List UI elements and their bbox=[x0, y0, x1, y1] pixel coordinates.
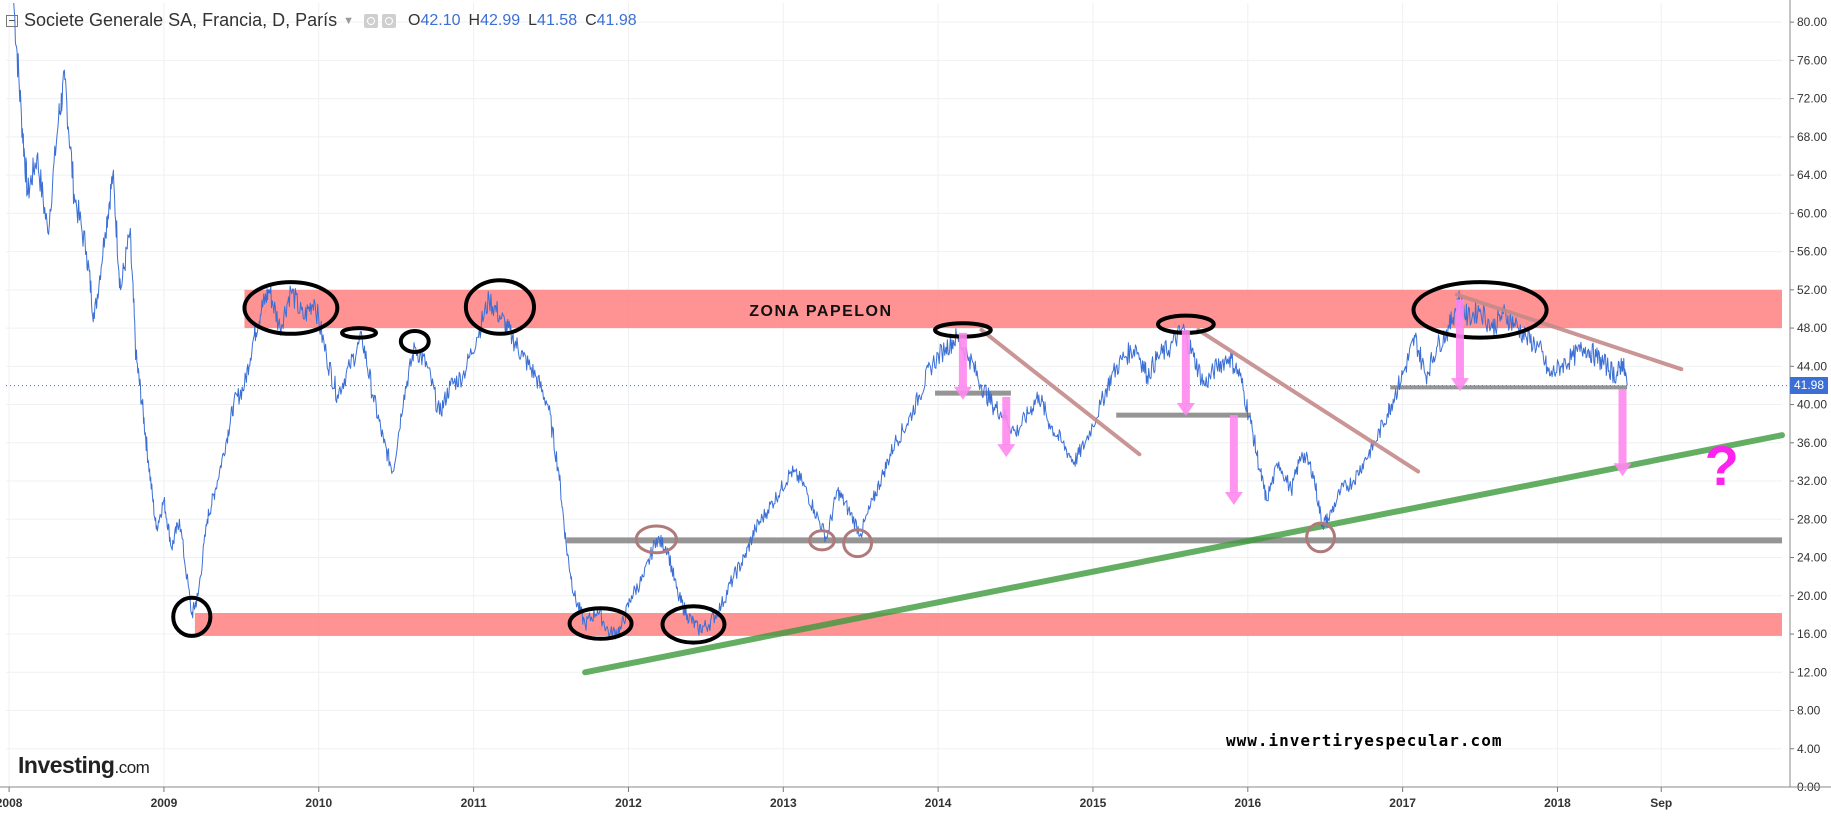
open-value: 42.10 bbox=[420, 11, 461, 29]
price-series bbox=[6, 2, 1790, 640]
black-circle-marker bbox=[1411, 280, 1549, 340]
x-tick-label: Sep bbox=[1650, 796, 1672, 810]
down-arrow-shaft bbox=[1229, 415, 1238, 493]
y-tick-label: 80.00 bbox=[1797, 15, 1827, 29]
brown-circle-marker bbox=[808, 529, 836, 552]
y-tick-label: 44.00 bbox=[1797, 359, 1827, 373]
zone-bands bbox=[194, 289, 1783, 636]
settings-icon[interactable] bbox=[382, 13, 397, 28]
x-tick-label: 2009 bbox=[151, 796, 178, 810]
chart-grid bbox=[6, 3, 1782, 788]
black-circle-marker bbox=[171, 595, 213, 638]
brown-circle-marker bbox=[1305, 521, 1337, 554]
x-tick-label: 2012 bbox=[615, 796, 642, 810]
down-arrow-head bbox=[1224, 491, 1243, 505]
marked-circles bbox=[171, 278, 1549, 645]
green-trend-lines bbox=[582, 432, 1785, 676]
x-tick-label: 2008 bbox=[0, 796, 23, 810]
price-line bbox=[13, 2, 1628, 640]
y-tick-label: 40.00 bbox=[1797, 398, 1827, 412]
y-tick-label: 52.00 bbox=[1797, 283, 1827, 297]
y-tick-label: 76.00 bbox=[1797, 53, 1827, 67]
down-arrow-shaft bbox=[1455, 299, 1464, 380]
chart-legend: Societe Generale SA, Francia, D, París ▼… bbox=[6, 10, 637, 31]
down-arrow-shaft bbox=[1181, 329, 1190, 405]
brown-trend-lines bbox=[979, 292, 1684, 474]
low-label: L bbox=[528, 11, 538, 29]
low-value: 41.58 bbox=[537, 11, 578, 29]
y-tick-label: 72.00 bbox=[1797, 92, 1827, 106]
down-arrow-head bbox=[1176, 403, 1195, 417]
close-label: C bbox=[585, 11, 597, 29]
y-tick-label: 36.00 bbox=[1797, 436, 1827, 450]
down-arrow-head bbox=[997, 444, 1016, 458]
pink-arrows bbox=[953, 299, 1632, 505]
y-tick-label: 32.00 bbox=[1797, 474, 1827, 488]
black-circle-marker bbox=[463, 278, 537, 336]
x-tick-label: 2018 bbox=[1544, 796, 1571, 810]
logo-suffix: .com bbox=[114, 758, 150, 777]
down-arrow-shaft bbox=[958, 332, 967, 388]
investing-logo[interactable]: Investing.com bbox=[18, 752, 150, 779]
high-value: 42.99 bbox=[480, 11, 521, 29]
y-tick-label: 8.00 bbox=[1797, 704, 1821, 718]
x-tick-label: 2011 bbox=[461, 796, 487, 810]
chart-title: Societe Generale SA, Francia, D, París bbox=[24, 10, 338, 30]
y-tick-label: 48.00 bbox=[1797, 321, 1827, 335]
y-tick-label: 20.00 bbox=[1797, 589, 1827, 603]
x-tick-label: 2016 bbox=[1234, 796, 1261, 810]
x-tick-label: 2017 bbox=[1389, 796, 1416, 810]
downtrend-line bbox=[979, 327, 1142, 457]
logo-brand: Investing bbox=[18, 752, 115, 778]
brown-circle-marker bbox=[842, 528, 874, 559]
y-tick-label: 60.00 bbox=[1797, 206, 1827, 220]
x-tick-label: 2015 bbox=[1080, 796, 1107, 810]
open-label: O bbox=[408, 11, 421, 29]
y-tick-label: 64.00 bbox=[1797, 168, 1827, 182]
close-value: 41.98 bbox=[596, 11, 637, 29]
down-arrow-head bbox=[953, 386, 972, 400]
y-tick-label: 16.00 bbox=[1797, 627, 1827, 641]
last-price-badge: 41.98 bbox=[1790, 376, 1828, 394]
watermark-url: www.invertiryespecular.com bbox=[1226, 731, 1503, 750]
uptrend-line bbox=[582, 432, 1785, 676]
black-circle-marker bbox=[340, 326, 379, 340]
y-tick-label: 28.00 bbox=[1797, 512, 1827, 526]
brown-circle-marker bbox=[634, 524, 678, 555]
x-tick-label: 2014 bbox=[925, 796, 952, 810]
y-tick-label: 4.00 bbox=[1797, 742, 1821, 756]
black-circle-marker bbox=[660, 604, 727, 645]
down-arrow-shaft bbox=[1002, 396, 1011, 446]
high-label: H bbox=[468, 11, 481, 29]
x-tick-label: 2013 bbox=[770, 796, 797, 810]
resistance-zone-band bbox=[244, 289, 1782, 329]
x-tick-label: 2010 bbox=[305, 796, 332, 810]
black-circle-marker bbox=[567, 606, 634, 641]
black-circle-marker bbox=[398, 328, 431, 354]
resistance-zone-band bbox=[194, 612, 1783, 636]
y-tick-label: 56.00 bbox=[1797, 245, 1827, 259]
support-lines bbox=[566, 385, 1782, 544]
visibility-icon[interactable] bbox=[364, 13, 379, 28]
y-tick-label: 24.00 bbox=[1797, 551, 1827, 565]
question-mark-annotation: ? bbox=[1704, 434, 1739, 498]
black-circle-marker bbox=[242, 280, 340, 336]
y-tick-label: 68.00 bbox=[1797, 130, 1827, 144]
y-tick-label: 12.00 bbox=[1797, 665, 1827, 679]
down-arrow-shaft bbox=[1618, 389, 1627, 465]
zone-papelon-label: ZONA PAPELON bbox=[749, 303, 893, 321]
collapse-icon[interactable] bbox=[6, 14, 18, 27]
down-arrow-head bbox=[1450, 378, 1469, 392]
downtrend-line bbox=[1196, 327, 1421, 474]
downtrend-line bbox=[1454, 292, 1684, 372]
chevron-down-icon[interactable]: ▼ bbox=[343, 14, 355, 27]
down-arrow-head bbox=[1613, 463, 1632, 477]
